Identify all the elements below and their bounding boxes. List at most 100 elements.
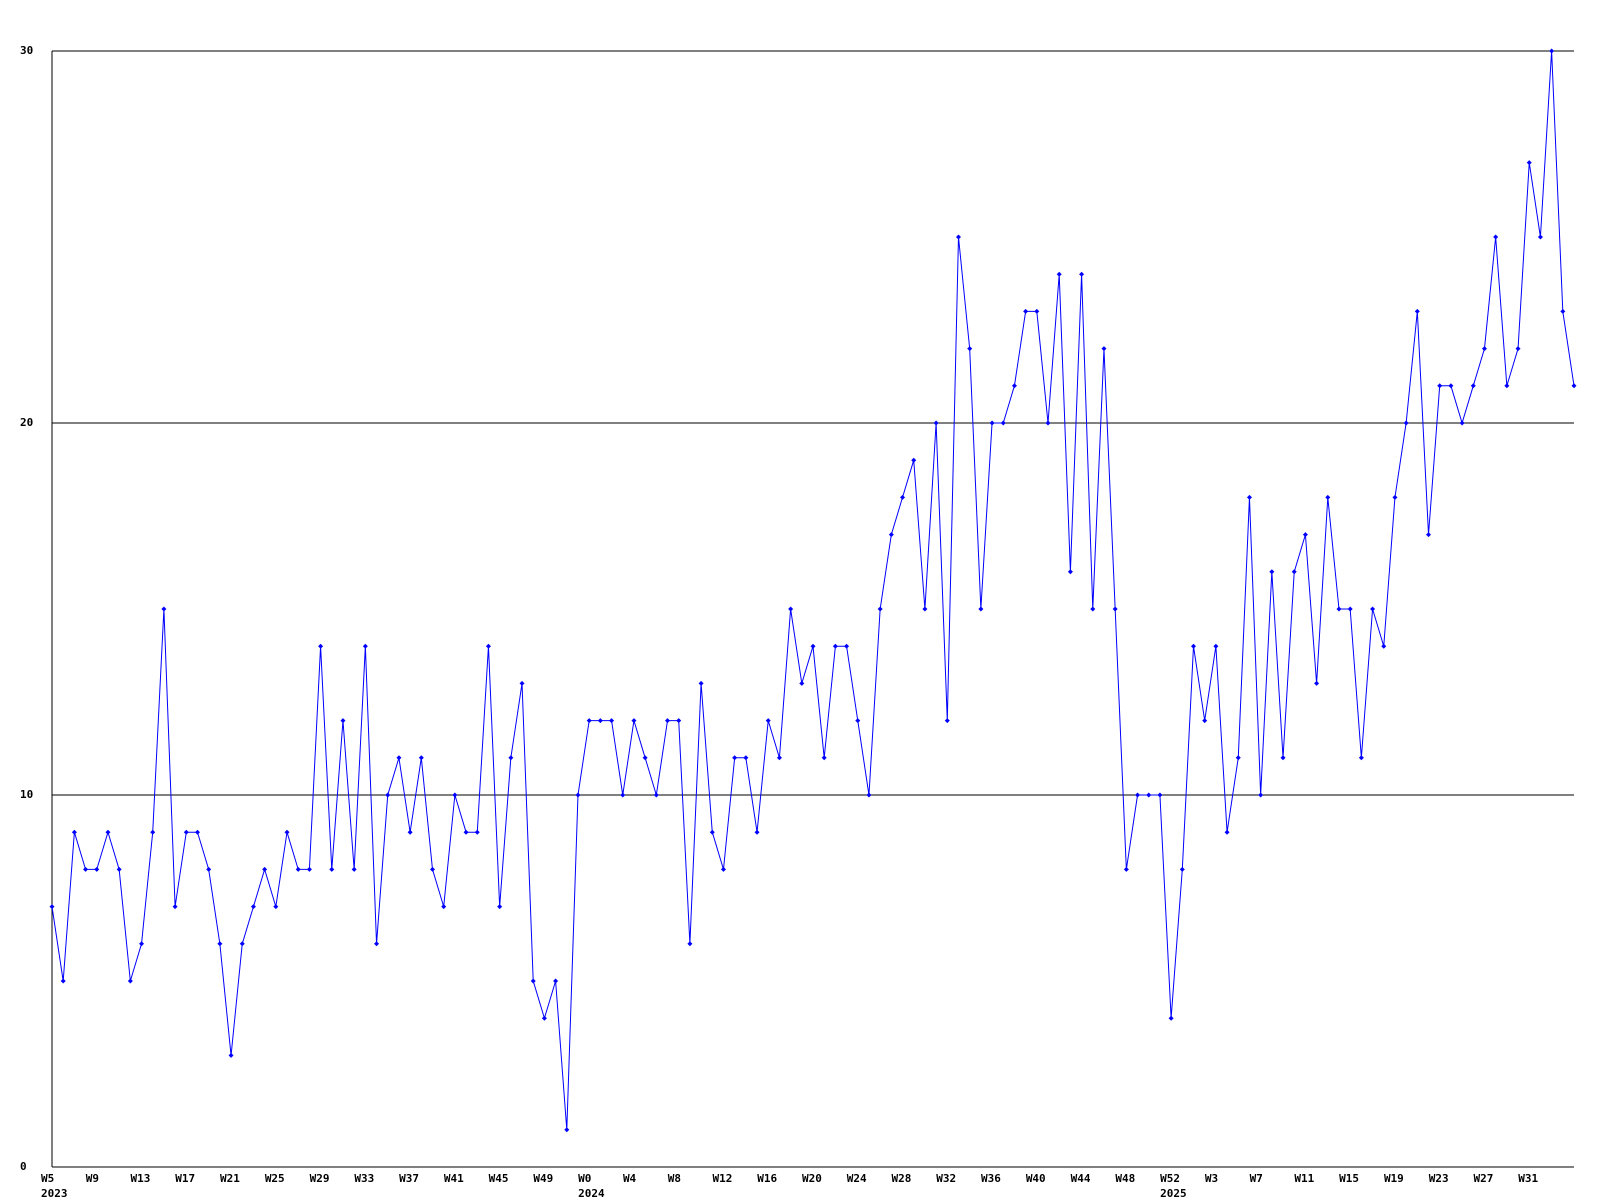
data-point — [385, 792, 391, 798]
data-point — [71, 829, 77, 835]
y-tick-label: 20 — [20, 416, 33, 429]
data-point — [1112, 606, 1118, 612]
data-point — [116, 866, 122, 872]
data-point — [1437, 383, 1443, 389]
data-point — [1426, 532, 1432, 538]
data-point — [933, 420, 939, 426]
data-point — [911, 457, 917, 463]
data-point — [474, 829, 480, 835]
data-point — [183, 829, 189, 835]
data-point — [1202, 718, 1208, 724]
data-point — [788, 606, 794, 612]
x-tick-label: W28 — [892, 1172, 912, 1185]
data-point — [821, 755, 827, 761]
x-tick-label: W0 — [578, 1172, 591, 1185]
x-tick-label: W16 — [757, 1172, 777, 1185]
data-point — [508, 755, 514, 761]
data-point — [1168, 1015, 1174, 1021]
data-point — [519, 680, 525, 686]
data-point — [1280, 755, 1286, 761]
x-tick-label: W20 — [802, 1172, 822, 1185]
series-line — [51, 50, 1575, 1130]
data-point — [1325, 494, 1331, 500]
data-point — [1135, 792, 1141, 798]
x-tick-label: W48 — [1115, 1172, 1135, 1185]
x-tick-label: W32 — [936, 1172, 956, 1185]
data-point — [1347, 606, 1353, 612]
x-tick-label: W27 — [1473, 1172, 1493, 1185]
x-tick-label: W4 — [623, 1172, 637, 1185]
data-point — [1537, 234, 1543, 240]
data-point — [810, 643, 816, 649]
data-point — [944, 718, 950, 724]
data-point — [989, 420, 995, 426]
x-tick-label: W23 — [1429, 1172, 1449, 1185]
data-point — [754, 829, 760, 835]
data-point — [844, 643, 850, 649]
data-point — [732, 755, 738, 761]
x-tick-label: W8 — [668, 1172, 681, 1185]
data-point — [262, 866, 268, 872]
x-tick-label: W24 — [847, 1172, 867, 1185]
x-tick-label: W13 — [131, 1172, 151, 1185]
data-point — [1269, 569, 1275, 575]
data-point — [1056, 271, 1062, 277]
data-point — [94, 866, 100, 872]
data-point — [1549, 48, 1555, 54]
y-tick-label: 30 — [20, 44, 33, 57]
data-point — [1448, 383, 1454, 389]
x-tick-label: W25 — [265, 1172, 285, 1185]
x-tick-label: W9 — [86, 1172, 99, 1185]
x-tick-label: W41 — [444, 1172, 464, 1185]
data-point — [978, 606, 984, 612]
data-point — [228, 1052, 234, 1058]
data-point — [709, 829, 715, 835]
data-point — [631, 718, 637, 724]
data-point — [463, 829, 469, 835]
year-label: 2024 — [578, 1187, 605, 1200]
data-point — [1481, 346, 1487, 352]
y-tick-label: 0 — [20, 1160, 27, 1173]
data-point — [1571, 383, 1577, 389]
data-point — [1045, 420, 1051, 426]
data-point — [1414, 308, 1420, 314]
x-tick-label: W17 — [175, 1172, 195, 1185]
data-point — [60, 978, 66, 984]
data-point — [586, 718, 592, 724]
data-point — [1246, 494, 1252, 500]
data-point — [1101, 346, 1107, 352]
data-point — [1370, 606, 1376, 612]
data-point — [698, 680, 704, 686]
x-tick-label: W7 — [1250, 1172, 1263, 1185]
data-point — [1224, 829, 1230, 835]
data-point — [553, 978, 559, 984]
data-point — [172, 904, 178, 910]
data-point — [374, 941, 380, 947]
data-point — [284, 829, 290, 835]
data-point — [1336, 606, 1342, 612]
data-point — [1470, 383, 1476, 389]
data-point — [1493, 234, 1499, 240]
data-point — [799, 680, 805, 686]
data-point — [217, 941, 223, 947]
data-point — [1258, 792, 1264, 798]
data-point — [653, 792, 659, 798]
data-point — [318, 643, 324, 649]
data-point — [194, 829, 200, 835]
data-point — [1392, 494, 1398, 500]
data-point — [1526, 160, 1532, 166]
data-point — [743, 755, 749, 761]
year-label: 2025 — [1160, 1187, 1187, 1200]
data-point — [1079, 271, 1085, 277]
data-point — [1179, 866, 1185, 872]
data-point — [273, 904, 279, 910]
x-tick-label: W19 — [1384, 1172, 1404, 1185]
x-tick-label: W52 — [1160, 1172, 1180, 1185]
x-tick-label: W12 — [712, 1172, 732, 1185]
data-point — [485, 643, 491, 649]
data-point — [922, 606, 928, 612]
data-point — [642, 755, 648, 761]
data-point — [139, 941, 145, 947]
data-point — [530, 978, 536, 984]
data-point — [1090, 606, 1096, 612]
